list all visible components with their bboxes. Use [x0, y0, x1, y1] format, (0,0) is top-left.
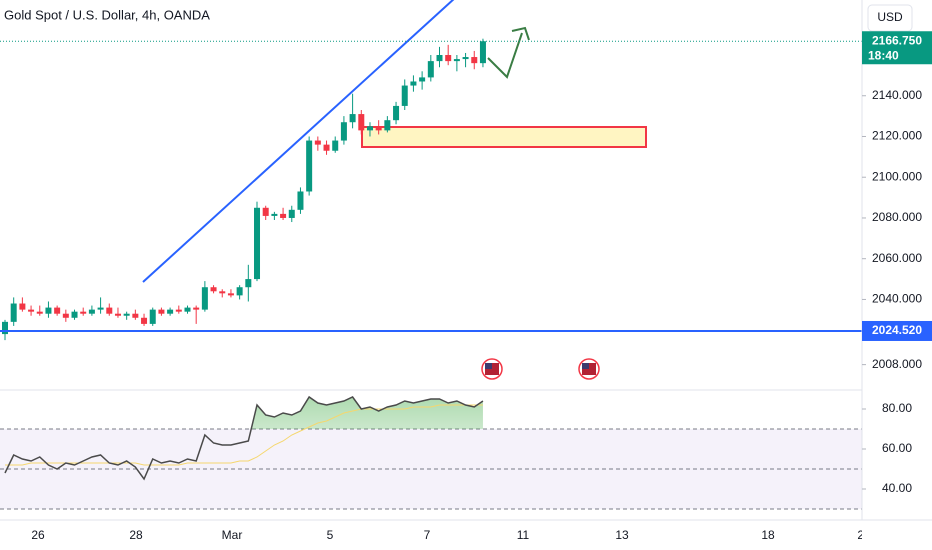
last-price-badge — [862, 31, 932, 65]
candle-body — [123, 313, 130, 316]
y-tick-label: 60.00 — [882, 441, 912, 455]
y-tick-label: 2100.000 — [872, 169, 922, 183]
y-tick-label: 2040.000 — [872, 292, 922, 306]
x-tick-label: 20 — [857, 528, 871, 542]
candle-body — [245, 279, 252, 288]
candle-body — [271, 213, 278, 216]
candle-body — [2, 321, 8, 335]
candle-body — [167, 309, 174, 314]
currency-button[interactable] — [867, 4, 913, 32]
candle-body — [114, 313, 121, 316]
candle-body — [419, 77, 426, 82]
candle-body — [54, 307, 61, 314]
candle-body — [366, 126, 373, 131]
candle-body — [436, 55, 443, 62]
x-tick-label: 7 — [424, 528, 431, 542]
candle-body — [149, 309, 156, 324]
last-price-label: 2166.750 — [872, 33, 922, 47]
candle-body — [184, 307, 191, 312]
candle-body — [158, 309, 165, 314]
x-tick-label: 13 — [615, 528, 629, 542]
candle-body — [36, 311, 43, 314]
candle-body — [62, 313, 69, 318]
candle-body — [141, 317, 148, 324]
candle-body — [314, 140, 321, 145]
trend-line[interactable] — [142, 0, 455, 283]
countdown-label: 18:40 — [868, 48, 899, 62]
candle-body — [297, 191, 304, 210]
x-tick-label: Mar — [222, 528, 243, 542]
candle-body — [471, 57, 478, 64]
projection-arrow[interactable] — [487, 26, 530, 79]
price-line-badge — [862, 320, 932, 341]
candle-body — [236, 287, 243, 296]
candle-body — [210, 287, 217, 292]
candle-body — [445, 55, 452, 62]
x-tick-label: 5 — [327, 528, 334, 542]
candle-body — [106, 307, 113, 314]
candle-body — [410, 81, 417, 86]
candle-body — [384, 120, 391, 131]
candle-body — [401, 85, 408, 106]
candle-body — [262, 207, 269, 216]
candle-body — [288, 209, 295, 218]
zone-rectangle[interactable] — [361, 126, 647, 148]
y-tick-label: 2060.000 — [872, 251, 922, 265]
price-line-label: 2024.520 — [872, 323, 922, 337]
candle-body — [80, 311, 87, 314]
candle-body — [349, 114, 356, 123]
rsi-line — [4, 395, 484, 481]
overbought-fill — [5, 397, 483, 429]
candle-body — [427, 61, 434, 78]
chart-title: Gold Spot / U.S. Dollar, 4h, OANDA — [4, 7, 210, 22]
y-tick-label: 2008.000 — [872, 357, 922, 371]
candle-body — [479, 41, 486, 64]
candle-body — [453, 59, 460, 62]
candle-body — [340, 122, 347, 141]
candle-body — [227, 293, 234, 296]
y-tick-label: 2140.000 — [872, 88, 922, 102]
x-tick-label: 11 — [517, 528, 530, 542]
candle-body — [219, 291, 226, 294]
rsi-line — [5, 404, 483, 466]
candle-body — [97, 307, 104, 310]
candle-body — [88, 309, 95, 314]
candle-body — [306, 140, 313, 192]
currency-label[interactable]: USD — [877, 10, 903, 24]
candle-body — [332, 140, 339, 151]
event-flag[interactable] — [578, 358, 600, 380]
event-flag[interactable] — [481, 358, 503, 380]
candle-body — [19, 303, 26, 310]
candle-body — [462, 57, 469, 60]
candle-body — [323, 144, 330, 151]
x-tick-label: 26 — [31, 528, 45, 542]
y-tick-label: 2080.000 — [872, 210, 922, 224]
candle-body — [193, 307, 200, 310]
candle-body — [393, 105, 400, 121]
candle-body — [132, 313, 139, 318]
overbought-fill-group — [5, 397, 483, 429]
plot-area: 26 28 Mar 5 7 11 13 18 20 — [0, 0, 871, 542]
candle-body — [10, 303, 17, 322]
y-tick-label: 40.00 — [882, 481, 912, 495]
candle-body — [28, 309, 35, 312]
candle-body — [175, 309, 182, 312]
x-tick-label: 18 — [761, 528, 775, 542]
candle-body — [201, 287, 208, 310]
y-tick-label: 80.00 — [882, 401, 912, 415]
candle-body — [71, 311, 78, 318]
y-tick-label: 2120.000 — [872, 129, 922, 143]
candle-body — [375, 126, 382, 131]
candle-body — [254, 207, 261, 280]
candle-body — [280, 213, 287, 218]
x-tick-label: 28 — [129, 528, 143, 542]
candle-body — [358, 114, 365, 131]
candle-body — [45, 307, 52, 314]
